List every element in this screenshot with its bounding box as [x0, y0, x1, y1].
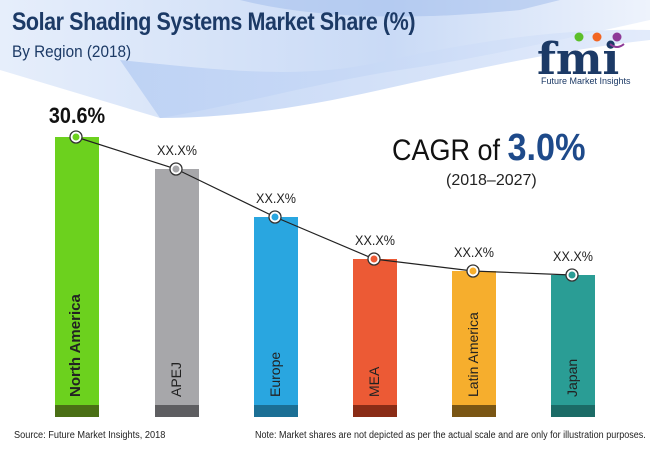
value-label: XX.X%	[454, 244, 494, 260]
bar-base	[452, 405, 496, 417]
value-label: 30.6%	[48, 103, 106, 128]
fmi-logo: fmi	[537, 32, 625, 85]
logo-dot-orange-icon	[592, 32, 602, 42]
value-label: XX.X%	[157, 142, 197, 158]
bar-mea: MEA	[353, 259, 397, 417]
cagr-prefix: CAGR of	[392, 134, 508, 167]
bar-europe: Europe	[254, 217, 298, 417]
value-label: XX.X%	[553, 248, 593, 264]
logo-dot-green-icon	[574, 32, 584, 42]
cagr-annotation: CAGR of 3.0%	[392, 127, 586, 170]
logo-dot-purple-icon	[612, 32, 622, 42]
bar-base	[353, 405, 397, 417]
bar-japan: Japan	[551, 275, 595, 417]
bar-north-america: North America	[55, 137, 99, 417]
cagr-period: (2018–2027)	[446, 172, 537, 189]
disclaimer-note: Note: Market shares are not depicted as …	[255, 430, 646, 441]
bar-base	[551, 405, 595, 417]
cagr-value: 3.0%	[507, 127, 586, 169]
chart-title: Solar Shading Systems Market Share (%)	[12, 8, 416, 36]
source-note: Source: Future Market Insights, 2018	[14, 430, 166, 441]
value-label: XX.X%	[256, 190, 296, 206]
logo-tagline: Future Market Insights	[541, 76, 631, 86]
bar-base	[254, 405, 298, 417]
bar-latin-america: Latin America	[452, 271, 496, 417]
value-label: XX.X%	[355, 232, 395, 248]
bar-apej: APEJ	[155, 169, 199, 417]
header-background-wave	[0, 0, 650, 118]
bar-base	[155, 405, 199, 417]
bar-base	[55, 405, 99, 417]
chart-subtitle: By Region (2018)	[12, 42, 132, 61]
logo-letters: fmi	[537, 34, 619, 85]
